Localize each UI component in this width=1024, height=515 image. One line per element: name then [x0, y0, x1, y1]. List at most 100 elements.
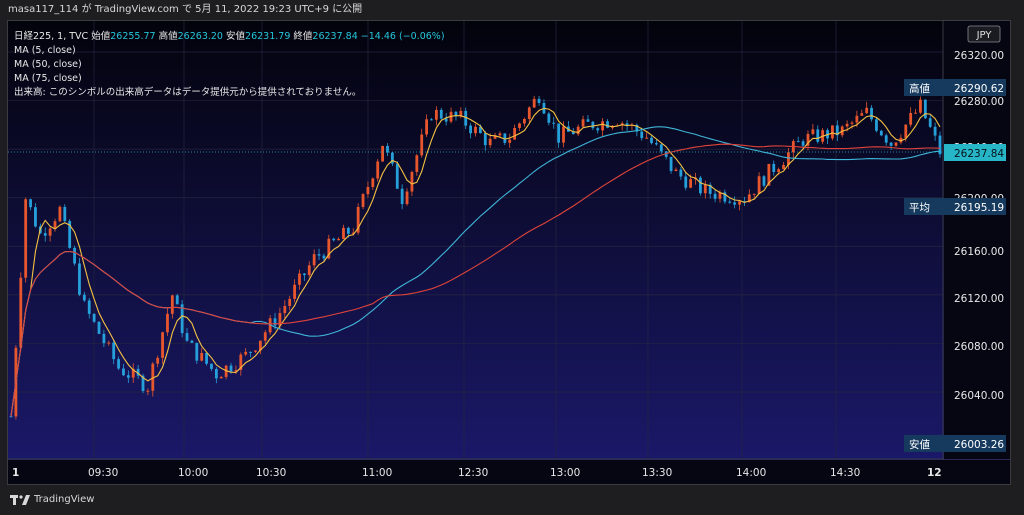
- candle-body: [376, 161, 380, 179]
- candle-body: [894, 142, 898, 146]
- candle-body: [68, 221, 72, 248]
- candle-body: [156, 357, 160, 364]
- candle-body: [459, 110, 463, 117]
- candle-body: [845, 123, 849, 127]
- candle-body: [444, 118, 448, 122]
- candle-body: [923, 99, 927, 119]
- time-tick: 09:30: [88, 467, 118, 479]
- candle-body: [860, 113, 864, 116]
- legend-ma75[interactable]: MA (75, close): [14, 73, 82, 84]
- price-tick: 26320.00: [954, 50, 1004, 62]
- currency-label: JPY: [976, 30, 993, 41]
- candle-body: [346, 227, 350, 234]
- candle-body: [586, 119, 590, 122]
- candle-body: [415, 155, 419, 173]
- legend-change: −14.46 (−0.06%): [360, 31, 445, 42]
- candle-body: [278, 313, 282, 326]
- legend-close-value: 26237.84: [312, 31, 358, 42]
- candle-body: [390, 152, 394, 164]
- candle-body: [850, 122, 854, 124]
- candle-body: [420, 134, 424, 156]
- candle-body: [483, 133, 487, 146]
- legend-symbol[interactable]: 日経225, 1, TVC: [14, 31, 89, 42]
- high-marker-bg: [904, 79, 1006, 96]
- candle-body: [938, 135, 942, 155]
- candle-body: [831, 125, 834, 139]
- candle-body: [757, 176, 761, 194]
- candle-body: [170, 295, 174, 314]
- avg-marker-bg: [904, 198, 1006, 215]
- publish-time: 19:23 UTC+9: [262, 4, 329, 15]
- time-tick: 12: [927, 467, 942, 479]
- last-price-marker-value: 26237.84: [954, 148, 1004, 160]
- candle-body: [107, 342, 111, 344]
- chart-grid: [8, 21, 943, 459]
- candle-body: [537, 98, 541, 103]
- candle-body: [762, 176, 766, 186]
- candle-body: [493, 135, 497, 139]
- candle-body: [738, 201, 741, 205]
- candle-body: [327, 238, 331, 259]
- chart-canvas[interactable]: JPY 26320.00 26280.00 26240.00 26200.00 …: [8, 21, 1011, 485]
- publisher-username[interactable]: masa117_114: [8, 4, 79, 15]
- tradingview-logo[interactable]: TradingView: [10, 494, 94, 505]
- candle-body: [244, 351, 248, 355]
- candle-body: [708, 184, 712, 194]
- candle-body: [474, 126, 477, 134]
- high-marker-value: 26290.62: [954, 83, 1004, 95]
- candle-body: [552, 122, 556, 124]
- last-price-marker-bg: [944, 144, 1006, 161]
- price-markers: 高値 26290.62 26237.84 平均 26195.19 安値 2600…: [904, 79, 1006, 452]
- time-tick: 13:00: [550, 467, 580, 479]
- candle-body: [122, 368, 125, 376]
- candle-body: [669, 156, 673, 172]
- legend-close-label: 終値: [293, 31, 313, 42]
- candle-body: [522, 118, 526, 124]
- ma75-line: [10, 143, 941, 417]
- candle-body: [645, 137, 649, 139]
- candle-body: [870, 107, 873, 120]
- price-tick: 26120.00: [954, 293, 1004, 305]
- legend-open-label: 始値: [91, 31, 111, 42]
- candle-body: [312, 254, 316, 266]
- candle-body: [625, 123, 629, 126]
- candle-body: [640, 131, 644, 139]
- candle-body: [606, 121, 609, 128]
- candle-body: [302, 273, 306, 276]
- candle-body: [581, 119, 585, 127]
- time-tick: 12:30: [458, 467, 488, 479]
- tradingview-logo-icon: [10, 494, 30, 505]
- candle-body: [503, 133, 507, 143]
- candle-body: [239, 354, 243, 370]
- chart-frame[interactable]: JPY 26320.00 26280.00 26240.00 26200.00 …: [7, 20, 1011, 485]
- candle-body: [146, 390, 150, 392]
- candle-body: [48, 228, 52, 236]
- candle-body: [351, 232, 355, 234]
- candle-body: [914, 112, 917, 114]
- legend-ma50[interactable]: MA (50, close): [14, 59, 82, 70]
- time-tick: 1: [12, 467, 19, 479]
- footer-brand: TradingView: [34, 494, 95, 505]
- currency-badge[interactable]: [967, 25, 1001, 43]
- candle-body: [263, 332, 267, 341]
- candle-body: [366, 186, 370, 195]
- legend-ma5[interactable]: MA (5, close): [14, 45, 76, 56]
- candle-body: [195, 342, 199, 361]
- time-axis[interactable]: 1 09:30 10:00 10:30 11:00 12:30 13:00 13…: [12, 467, 942, 479]
- candle-body: [772, 163, 776, 173]
- candle-body: [718, 192, 722, 199]
- candle-body: [439, 109, 443, 119]
- candle-body: [703, 184, 707, 194]
- candle-body: [557, 123, 561, 143]
- candle-body: [53, 221, 57, 229]
- candle-body: [601, 121, 605, 131]
- publish-date: 5月 11, 2022: [195, 4, 260, 15]
- candle-body: [317, 254, 321, 256]
- candle-body: [527, 107, 531, 119]
- candle-body: [63, 206, 67, 222]
- chart-legend: 日経225, 1, TVC 始値26255.77 高値26263.20 安値26…: [14, 30, 445, 100]
- candle-body: [835, 125, 839, 136]
- price-tick: 26280.00: [954, 96, 1004, 108]
- candle-body: [161, 332, 164, 358]
- publish-header: masa117_114 が TradingView.com で 5月 11, 2…: [0, 0, 1024, 20]
